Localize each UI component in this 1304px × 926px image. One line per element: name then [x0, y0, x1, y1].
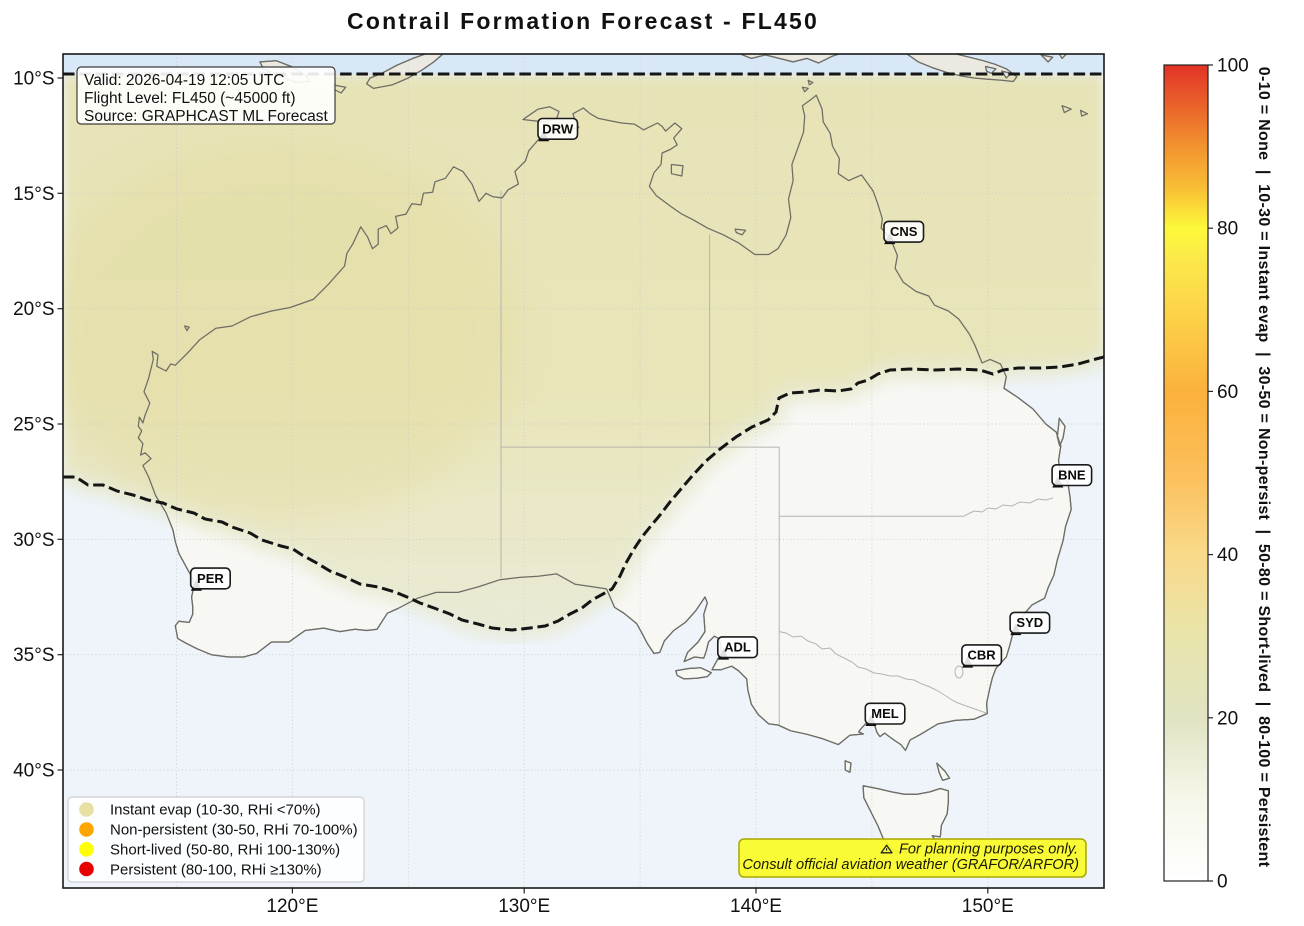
svg-text:25°S: 25°S — [13, 415, 54, 436]
svg-text:Non-persistent (30-50, RHi 70-: Non-persistent (30-50, RHi 70-100%) — [110, 822, 358, 839]
svg-text:120°E: 120°E — [266, 896, 318, 917]
svg-text:60: 60 — [1217, 382, 1238, 403]
svg-text:For planning purposes only.: For planning purposes only. — [899, 841, 1078, 857]
svg-text:CNS: CNS — [890, 224, 918, 239]
svg-text:40: 40 — [1217, 545, 1238, 566]
svg-text:Instant evap (10-30, RHi <70%): Instant evap (10-30, RHi <70%) — [110, 802, 321, 819]
svg-text:35°S: 35°S — [13, 645, 54, 666]
svg-text:DRW: DRW — [542, 121, 574, 136]
svg-text:ADL: ADL — [724, 640, 751, 655]
svg-text:30°S: 30°S — [13, 530, 54, 551]
svg-text:Contrail Formation Forecast -: Contrail Formation Forecast - FL450 — [347, 8, 819, 34]
svg-text:Persistent (80-100, RHi ≥130%): Persistent (80-100, RHi ≥130%) — [110, 862, 322, 879]
svg-text:100: 100 — [1217, 56, 1249, 77]
svg-text:0-10 = None | 10-30 = Instan: 0-10 = None | 10-30 = Instant evap | 30-… — [1255, 67, 1272, 868]
svg-text:Flight Level: FL450 (~45000 ft: Flight Level: FL450 (~45000 ft) — [84, 90, 296, 107]
svg-text:0: 0 — [1217, 872, 1228, 893]
svg-text:PER: PER — [197, 571, 224, 586]
svg-text:BNE: BNE — [1058, 468, 1086, 483]
svg-text:Valid: 2026-04-19 12:05 UTC: Valid: 2026-04-19 12:05 UTC — [84, 72, 284, 89]
svg-text:130°E: 130°E — [498, 896, 550, 917]
svg-text:Consult official aviation weat: Consult official aviation weather (GRAFO… — [742, 857, 1079, 873]
svg-text:15°S: 15°S — [13, 184, 54, 205]
svg-text:150°E: 150°E — [962, 896, 1014, 917]
svg-text:SYD: SYD — [1016, 615, 1043, 630]
svg-text:40°S: 40°S — [13, 761, 54, 782]
svg-text:Source: GRAPHCAST ML Forecast: Source: GRAPHCAST ML Forecast — [84, 108, 328, 125]
svg-text:20: 20 — [1217, 708, 1238, 729]
svg-text:Short-lived (50-80, RHi 100-13: Short-lived (50-80, RHi 100-130%) — [110, 842, 340, 859]
svg-text:CBR: CBR — [968, 648, 997, 663]
svg-text:10°S: 10°S — [13, 69, 54, 90]
svg-text:MEL: MEL — [871, 706, 899, 721]
svg-text:80: 80 — [1217, 219, 1238, 240]
svg-text:140°E: 140°E — [730, 896, 782, 917]
svg-text:20°S: 20°S — [13, 299, 54, 320]
